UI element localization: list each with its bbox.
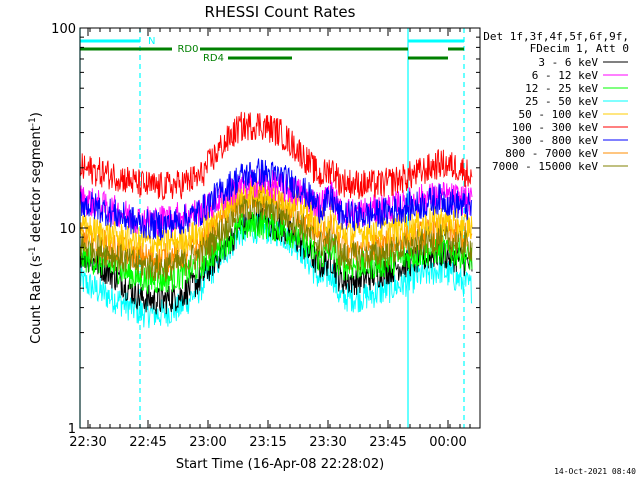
y-tick-label-0: 1 <box>68 422 76 437</box>
chart-title: RHESSI Count Rates <box>205 3 356 21</box>
y-label-part-2: detector segment <box>29 126 44 246</box>
x-tick-label-4: 23:30 <box>309 435 346 450</box>
legend-label-5: 100 - 300 keV <box>512 121 598 134</box>
legend-label-1: 6 - 12 keV <box>532 69 599 82</box>
axis-ticks: 22:30 22:45 23:00 23:15 23:30 23:45 00:00 1 10 10… <box>51 22 481 450</box>
x-tick-label-3: 23:15 <box>249 435 286 450</box>
series-layer <box>79 111 473 329</box>
series-line-6 <box>79 158 473 241</box>
x-tick-label-0: 22:30 <box>69 435 106 450</box>
legend-label-3: 25 - 50 keV <box>525 95 598 108</box>
legend: Det 1f,3f,4f,5f,6f,9f,FDecim 1, Att 03 -… <box>483 30 629 173</box>
x-axis-label: Start Time (16-Apr-08 22:28:02) <box>176 457 384 472</box>
legend-label-8: 7000 - 15000 keV <box>492 160 598 173</box>
y-tick-label-1: 10 <box>59 222 76 237</box>
x-tick-label-1: 22:45 <box>129 435 166 450</box>
green-upper-label-bg-0 <box>172 42 200 54</box>
green-upper-bar-label-0: RD0 <box>177 44 198 55</box>
x-tick-label-5: 23:45 <box>369 435 406 450</box>
footer-timestamp: 14-Oct-2021 08:40 <box>554 467 636 476</box>
legend-label-4: 50 - 100 keV <box>519 108 599 121</box>
cyan-bar-label-0: N <box>148 36 155 47</box>
y-axis-label: Count Rate (s-1 detector segment-1) <box>28 112 44 344</box>
legend-label-6: 300 - 800 keV <box>512 134 598 147</box>
legend-header-0: Det 1f,3f,4f,5f,6f,9f, <box>483 30 629 43</box>
legend-label-0: 3 - 6 keV <box>538 56 598 69</box>
legend-header-1: FDecim 1, Att 0 <box>530 42 629 55</box>
legend-label-7: 800 - 7000 keV <box>505 147 598 160</box>
y-label-part-3: ) <box>29 112 44 117</box>
x-tick-label-6: 00:00 <box>429 435 466 450</box>
series-line-8 <box>79 191 473 282</box>
x-tick-label-2: 23:00 <box>189 435 226 450</box>
series-line-4 <box>79 176 473 258</box>
y-tick-label-2: 100 <box>51 22 76 37</box>
legend-label-2: 12 - 25 keV <box>525 82 598 95</box>
annotation-layer: N RD0 RD4 <box>79 28 465 428</box>
green-lower-bar-label-0: RD4 <box>203 53 224 64</box>
y-label-part-1: Count Rate (s <box>29 255 44 344</box>
series-line-5 <box>79 111 473 201</box>
y-label-superscript-1: -1 <box>28 246 38 255</box>
series-line-2 <box>79 211 473 295</box>
y-label-superscript-2: -1 <box>28 117 38 126</box>
